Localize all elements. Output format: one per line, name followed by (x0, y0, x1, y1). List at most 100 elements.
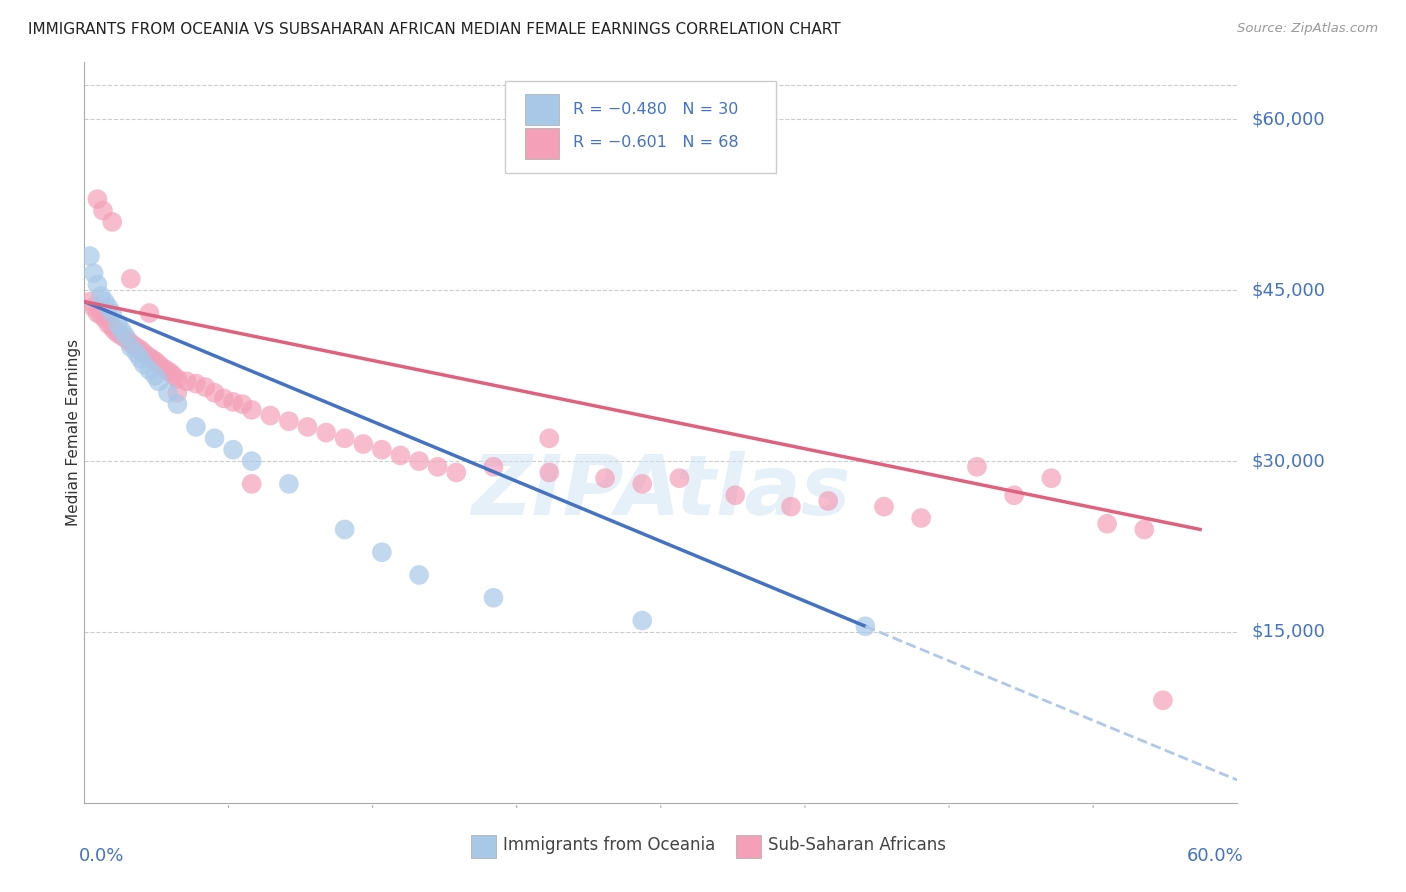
Point (79, 249, 101, 263)
Point (966, 459, 988, 474)
Text: 60.0%: 60.0% (1187, 847, 1243, 865)
Text: $15,000: $15,000 (1251, 623, 1324, 641)
Point (240, 476, 263, 491)
Text: $45,000: $45,000 (1251, 281, 1326, 299)
Point (853, 619, 876, 633)
Point (114, 331, 136, 345)
Point (184, 420, 207, 434)
Point (138, 306, 160, 320)
Point (222, 442, 245, 457)
Point (1002, 488, 1025, 502)
Point (103, 323, 125, 337)
Point (132, 346, 155, 360)
Point (101, 215, 124, 229)
Point (315, 425, 337, 440)
Point (446, 466, 468, 480)
Point (231, 397, 253, 411)
Point (162, 368, 184, 383)
Point (121, 338, 143, 352)
Point (1095, 516, 1118, 531)
Point (240, 402, 263, 417)
Point (389, 449, 412, 463)
Point (148, 357, 170, 371)
Point (204, 385, 226, 400)
Text: Immigrants from Oceania: Immigrants from Oceania (503, 836, 716, 854)
Point (482, 591, 505, 605)
Text: $60,000: $60,000 (1251, 111, 1324, 128)
Point (817, 494, 839, 508)
Point (90, 289, 112, 303)
Point (166, 385, 188, 400)
Point (97, 301, 120, 315)
Point (297, 420, 319, 434)
Point (90, 308, 112, 322)
Point (631, 476, 654, 491)
Bar (735, 835, 761, 858)
Point (631, 614, 654, 628)
Point (125, 340, 148, 354)
Point (1040, 471, 1063, 485)
Point (83, 301, 105, 315)
Point (176, 375, 198, 389)
Point (155, 363, 177, 377)
Point (668, 471, 690, 485)
Point (371, 545, 394, 559)
FancyBboxPatch shape (505, 81, 776, 173)
Point (910, 511, 932, 525)
Bar (524, 128, 560, 159)
Point (408, 568, 430, 582)
Bar (471, 835, 496, 858)
Point (86, 306, 108, 320)
Point (426, 459, 449, 474)
Point (114, 328, 136, 343)
Point (141, 351, 163, 366)
Point (159, 365, 181, 379)
Point (352, 437, 374, 451)
Text: R = −0.601   N = 68: R = −0.601 N = 68 (574, 135, 738, 150)
Point (204, 431, 226, 445)
Point (148, 375, 170, 389)
Point (86, 277, 108, 292)
Point (120, 340, 142, 354)
Point (83, 266, 105, 280)
Point (94, 311, 117, 326)
Point (97, 318, 120, 332)
Point (166, 372, 188, 386)
Point (138, 363, 160, 377)
Point (538, 431, 561, 445)
Point (132, 357, 155, 371)
Point (157, 385, 180, 400)
Point (259, 409, 281, 423)
Point (724, 488, 747, 502)
Point (79, 294, 101, 309)
Text: IMMIGRANTS FROM OCEANIA VS SUBSAHARAN AFRICAN MEDIAN FEMALE EARNINGS CORRELATION: IMMIGRANTS FROM OCEANIA VS SUBSAHARAN AF… (28, 22, 841, 37)
Point (129, 351, 152, 366)
Text: 0.0%: 0.0% (79, 847, 124, 865)
Point (371, 442, 394, 457)
Point (1152, 693, 1174, 707)
Point (129, 343, 152, 357)
Point (125, 346, 148, 360)
Point (333, 523, 356, 537)
Text: R = −0.480   N = 30: R = −0.480 N = 30 (574, 102, 738, 117)
Point (120, 272, 142, 286)
Point (94, 294, 117, 309)
Point (110, 328, 132, 343)
Point (101, 319, 124, 334)
Point (91, 203, 114, 218)
Point (184, 376, 207, 391)
Point (166, 397, 188, 411)
Point (101, 306, 124, 320)
Text: Source: ZipAtlas.com: Source: ZipAtlas.com (1237, 22, 1378, 36)
Point (152, 360, 174, 375)
Point (212, 392, 235, 406)
Point (143, 368, 166, 383)
Point (482, 459, 505, 474)
Point (873, 500, 896, 514)
Point (277, 414, 299, 428)
Point (107, 326, 129, 341)
Point (107, 318, 129, 332)
Point (333, 431, 356, 445)
Point (538, 466, 561, 480)
Text: ZIPAtlas: ZIPAtlas (471, 451, 851, 533)
